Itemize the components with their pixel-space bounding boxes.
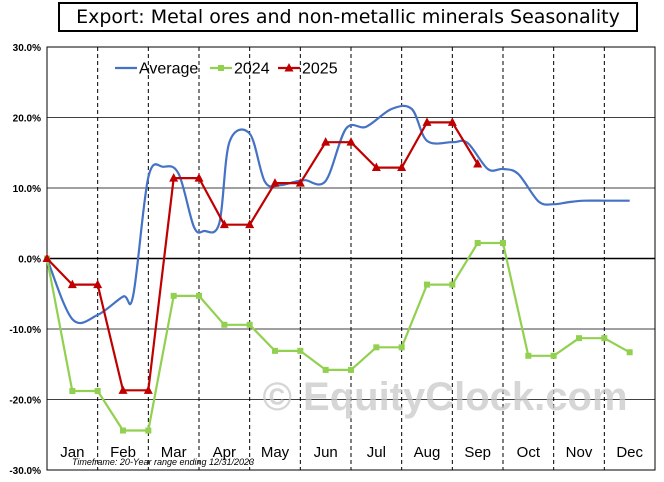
legend-label: 2024 — [234, 61, 270, 78]
x-tick-label: Dec — [616, 444, 643, 461]
data-point — [94, 388, 101, 395]
data-point — [601, 335, 608, 342]
data-point — [69, 388, 76, 395]
legend: Average 2024 2025 — [115, 61, 338, 78]
data-point — [348, 366, 354, 373]
grid-lines — [47, 47, 655, 470]
data-point — [143, 385, 153, 394]
series-line — [45, 104, 630, 325]
watermark-text: © EquityClock.com — [262, 375, 627, 419]
data-point — [169, 173, 179, 182]
data-point — [194, 173, 204, 182]
y-axis-ticks: 30.0% 20.0% 10.0% 0.0% -10.0% -20.0% -30.0% — [9, 43, 41, 477]
data-point — [67, 279, 77, 289]
y-tick-label: 20.0% — [13, 114, 41, 125]
data-point — [576, 335, 582, 342]
data-point — [474, 239, 481, 246]
series-line — [46, 121, 479, 392]
legend-swatch-marker — [218, 65, 224, 71]
data-point — [120, 427, 126, 434]
series-average — [45, 104, 630, 325]
series-line — [45, 241, 631, 432]
legend-item-2025: 2025 — [278, 61, 338, 78]
legend-label: Average — [139, 61, 198, 78]
data-point — [170, 292, 177, 299]
x-tick-label: Mar — [161, 444, 187, 461]
legend-item-average: Average — [115, 61, 198, 78]
x-tick-label: Jul — [367, 444, 386, 461]
data-point — [500, 239, 506, 246]
data-point — [221, 321, 228, 328]
y-tick-label: 10.0% — [13, 184, 41, 195]
data-point — [118, 385, 128, 394]
x-tick-label: Jun — [314, 444, 338, 461]
x-axis-ticks: Jan Feb Mar Apr May Jun Jul Aug Sep Oct Nov Dec — [60, 444, 643, 461]
data-point — [346, 137, 356, 146]
timeframe-footnote: Timeframe: 20-Year range ending 12/31/20… — [72, 457, 254, 467]
legend-item-2024: 2024 — [210, 61, 270, 78]
data-point — [550, 352, 557, 359]
data-point — [42, 253, 52, 262]
data-point — [398, 344, 405, 351]
x-tick-label: Oct — [517, 444, 541, 461]
chart-title: Export: Metal ores and non-metallic mine… — [76, 6, 620, 28]
legend-label: 2025 — [302, 61, 338, 78]
series-2024 — [44, 239, 633, 434]
data-point — [145, 427, 152, 434]
data-point — [321, 137, 331, 146]
legend-swatch-marker — [284, 63, 294, 72]
x-tick-label: Feb — [110, 444, 136, 461]
y-tick-label: -30.0% — [9, 466, 41, 477]
data-point — [196, 292, 202, 299]
data-point — [447, 117, 457, 126]
y-tick-label: 0.0% — [18, 255, 41, 266]
data-point — [272, 347, 278, 354]
data-point — [373, 344, 380, 351]
y-tick-label: 30.0% — [13, 43, 41, 54]
data-point — [626, 349, 633, 356]
data-point — [371, 162, 381, 172]
data-point — [219, 219, 229, 229]
series-layer — [42, 104, 633, 434]
x-tick-label: Jan — [60, 444, 84, 461]
y-tick-label: -10.0% — [9, 325, 41, 336]
data-point — [270, 178, 280, 187]
x-tick-label: May — [261, 444, 290, 461]
data-point — [449, 281, 456, 288]
data-point — [424, 281, 430, 288]
x-tick-label: Apr — [213, 444, 236, 461]
data-point — [245, 219, 255, 229]
series-2025 — [42, 117, 483, 394]
data-point — [397, 162, 407, 172]
chart-title-box: Export: Metal ores and non-metallic mine… — [58, 2, 638, 32]
data-point — [246, 321, 253, 328]
x-tick-label: Nov — [566, 444, 593, 461]
data-point — [93, 279, 103, 289]
data-point — [322, 366, 329, 373]
data-point — [525, 352, 532, 359]
data-point — [473, 159, 483, 168]
x-tick-label: Sep — [464, 444, 491, 461]
data-point — [422, 117, 432, 126]
data-point — [297, 347, 304, 354]
y-tick-label: -20.0% — [9, 396, 41, 407]
x-tick-label: Aug — [414, 444, 441, 461]
data-point — [295, 178, 305, 187]
watermark: © EquityClock.com — [262, 375, 627, 419]
